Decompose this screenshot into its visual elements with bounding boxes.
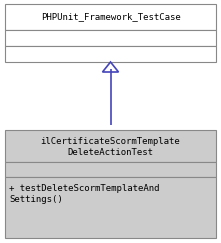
Bar [5,4,216,30]
Bar [5,177,216,238]
Text: DeleteActionTest: DeleteActionTest [67,148,154,156]
Bar [5,130,216,162]
Bar [5,46,216,62]
Text: + testDeleteScormTemplateAnd: + testDeleteScormTemplateAnd [9,183,160,192]
Polygon shape [103,62,118,72]
Text: Settings(): Settings() [9,194,63,203]
Text: PHPUnit_Framework_TestCase: PHPUnit_Framework_TestCase [41,12,180,21]
Text: ilCertificateScormTemplate: ilCertificateScormTemplate [41,137,180,146]
Bar [5,162,216,177]
Bar [5,30,216,46]
